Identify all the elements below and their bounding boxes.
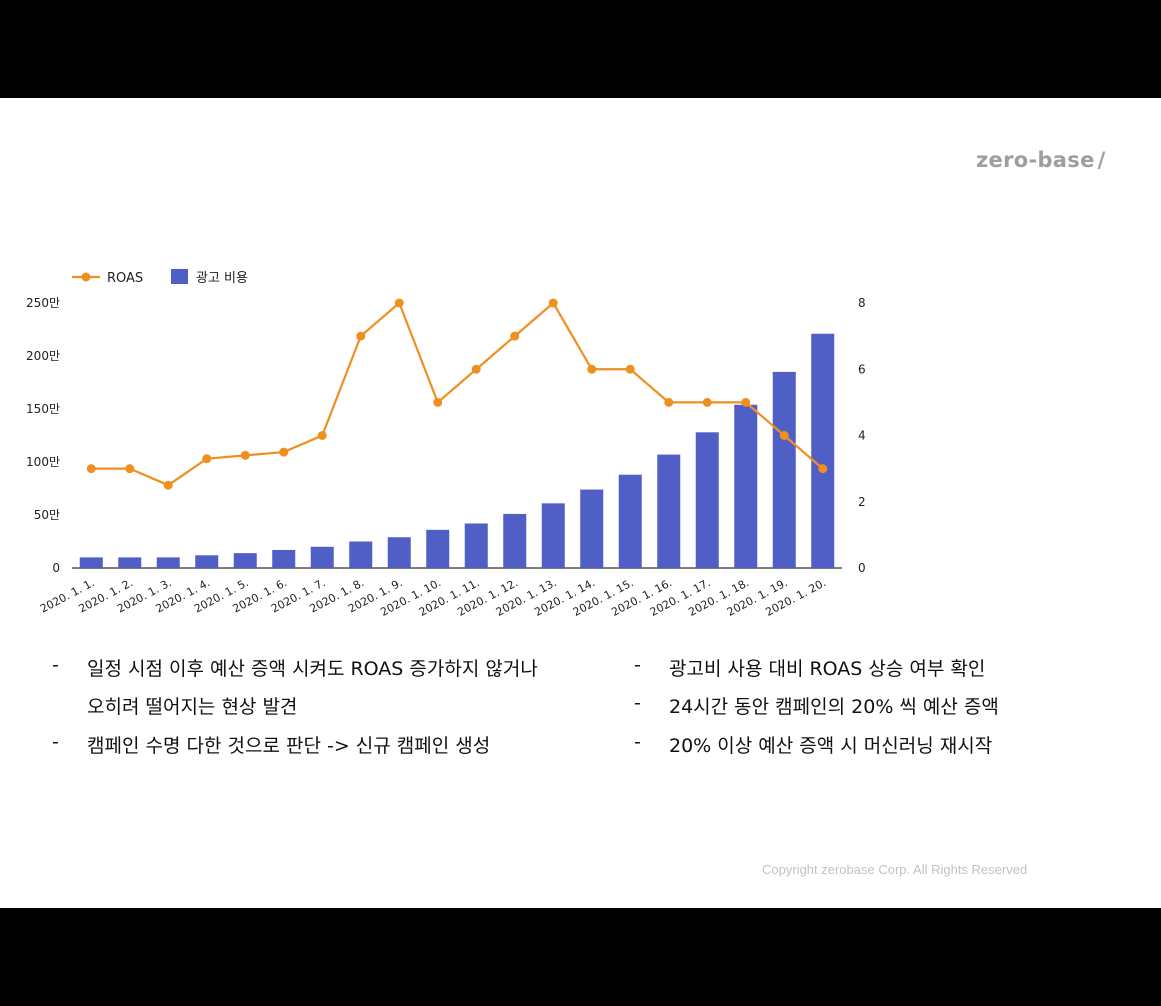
bullet-dash: - — [634, 731, 641, 753]
roas-point — [510, 331, 520, 341]
roas-point — [818, 464, 828, 474]
y-left-tick-label: 150만 — [26, 402, 60, 416]
legend-roas-marker-dot — [81, 272, 91, 282]
bar-cost — [695, 432, 719, 568]
roas-line — [91, 301, 824, 487]
bar-cost — [195, 555, 219, 568]
bullet-text: 24시간 동안 캠페인의 20% 씩 예산 증액 — [669, 696, 999, 718]
bar-cost — [310, 546, 334, 568]
roas-point — [548, 298, 558, 308]
y-right-tick-label: 8 — [858, 296, 866, 310]
y-left-tick-label: 0 — [52, 561, 60, 575]
copyright-notice: Copyright zerobase Corp. All Rights Rese… — [762, 862, 1028, 877]
brand-logo: zero-base / — [976, 148, 1106, 172]
roas-point — [779, 431, 789, 440]
y-left-tick-label: 200만 — [26, 349, 60, 363]
bullet-dash: - — [52, 654, 59, 676]
roas-point — [240, 450, 250, 460]
roas-point — [356, 331, 366, 341]
roas-point — [279, 447, 289, 457]
bullet-text: 캠페인 수명 다한 것으로 판단 -> 신규 캠페인 생성 — [87, 735, 491, 757]
legend-cost-label: 광고 비용 — [196, 271, 248, 286]
legend-roas-label: ROAS — [107, 271, 143, 286]
bar-cost — [734, 404, 758, 568]
bullet-text: 20% 이상 예산 증액 시 머신러닝 재시작 — [669, 735, 993, 757]
y-left-tick-label: 100만 — [26, 455, 60, 469]
roas-point — [163, 480, 173, 490]
brand-mark: / — [1097, 148, 1106, 172]
roas-point — [202, 454, 212, 464]
y-right-tick-label: 4 — [858, 429, 866, 443]
bullet-text: 일정 시점 이후 예산 증액 시켜도 ROAS 증가하지 않거나 — [87, 658, 538, 680]
bullet-dash: - — [634, 692, 641, 714]
y-right-tick-label: 0 — [858, 561, 866, 575]
roas-point — [125, 464, 135, 474]
y-right-tick-label: 2 — [858, 495, 866, 509]
bar-cost — [541, 503, 565, 568]
bullet-dash: - — [634, 654, 641, 676]
bar-cost — [349, 541, 373, 568]
bar-cost — [156, 557, 180, 568]
roas-point — [433, 397, 443, 407]
bar-cost — [464, 523, 488, 568]
bar-cost — [387, 537, 411, 568]
bullet-text: 오히려 떨어지는 현상 발견 — [87, 696, 298, 718]
legend-cost-marker — [171, 269, 188, 284]
bar-cost — [233, 553, 257, 568]
y-right-tick-label: 6 — [858, 362, 866, 376]
bar-cost — [118, 557, 142, 568]
bar-cost — [657, 454, 681, 568]
roas-point — [625, 364, 635, 374]
roas-point — [702, 397, 712, 407]
bar-cost — [503, 513, 527, 568]
roas-point — [664, 397, 674, 407]
bullet-text: 광고비 사용 대비 ROAS 상승 여부 확인 — [669, 658, 986, 680]
roas-point — [394, 298, 404, 308]
bar-cost — [772, 371, 796, 568]
bar-cost — [580, 489, 604, 568]
bullet-dash: - — [52, 731, 59, 753]
roas-point — [471, 364, 481, 374]
bar-cost — [618, 474, 642, 568]
bar-cost — [272, 549, 296, 568]
bar-cost — [426, 529, 450, 568]
y-left-tick-label: 250만 — [26, 296, 60, 310]
roas-point — [587, 364, 597, 374]
slide: zero-base/ 0 50만 100만 150만 200만 250만 0 2 4 6 8 2020… — [0, 98, 1161, 908]
roas-point — [86, 464, 96, 474]
bar-cost — [811, 333, 835, 568]
roas-point — [317, 431, 327, 440]
y-left-tick-label: 50만 — [34, 508, 60, 522]
brand-name: zero-base — [976, 148, 1095, 172]
bar-cost — [79, 557, 103, 568]
roas-point — [741, 397, 751, 407]
